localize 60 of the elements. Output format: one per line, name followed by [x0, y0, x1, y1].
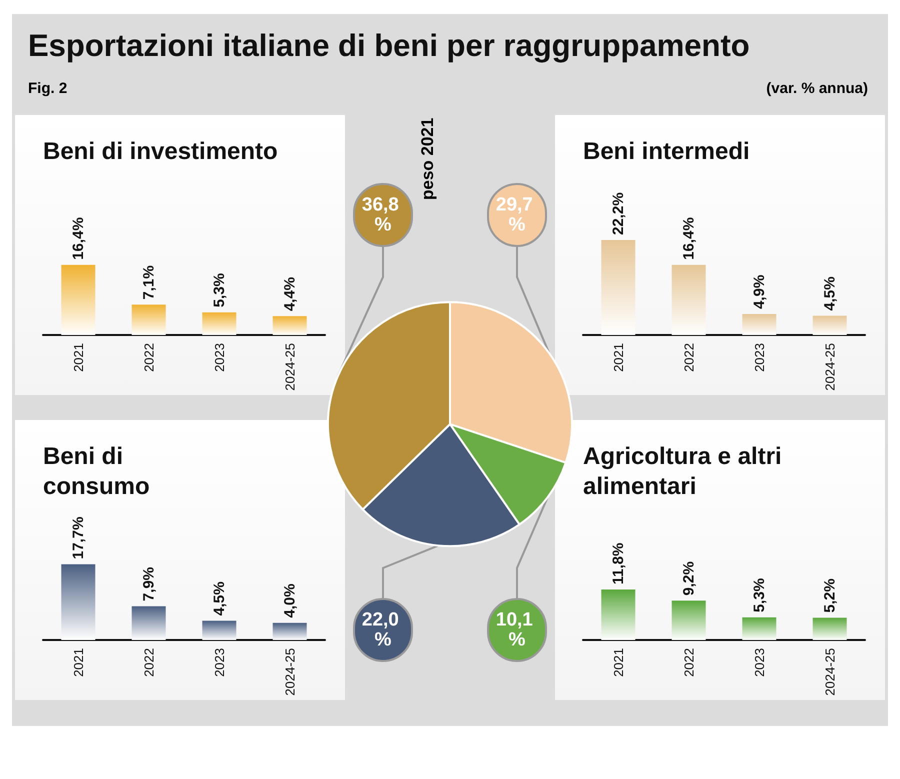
x-tick-label: 2024-25 [282, 343, 298, 391]
chart-title: Agricoltura e altri alimentari [583, 442, 783, 502]
bar [202, 620, 236, 640]
bar [812, 618, 847, 640]
x-tick-label: 2021 [610, 648, 626, 677]
data-label: 9,2% [680, 561, 698, 596]
bar [272, 622, 307, 640]
chart-title: Beni di investimento [43, 137, 279, 167]
data-label: 5,3% [210, 273, 228, 308]
data-label: 5,2% [821, 578, 838, 613]
data-label: 4,4% [281, 276, 298, 312]
bar [61, 264, 96, 335]
data-label: 22,2% [610, 192, 627, 235]
data-label: 4,5% [210, 582, 228, 616]
data-label: 10,1 % [496, 610, 538, 650]
chart-title: Beni di consumo [43, 442, 151, 502]
chart-title: peso 2021 [418, 118, 438, 200]
x-tick-label: 2022 [681, 343, 696, 372]
x-tick-label: 2021 [610, 343, 626, 372]
x-tick-label: 2023 [212, 648, 227, 677]
bar [601, 590, 636, 640]
data-label: 29,7 % [496, 194, 538, 236]
x-tick-label: 2024-25 [282, 648, 298, 696]
data-label: 5,3% [750, 578, 768, 612]
data-label: 22,0 % [362, 610, 404, 650]
bar [132, 606, 166, 640]
data-label: 17,7% [70, 516, 87, 560]
x-tick-label: 2021 [70, 343, 86, 372]
data-label: 11,8% [610, 542, 627, 585]
x-tick-label: 2022 [141, 648, 156, 677]
bar [672, 600, 706, 640]
bar [202, 312, 236, 335]
bar [672, 264, 706, 335]
data-label: 7,9% [140, 566, 158, 602]
data-label: 4,0% [281, 584, 298, 618]
bar [812, 316, 847, 335]
bar [132, 304, 166, 335]
data-label: 4,9% [750, 274, 768, 310]
data-label: 7,1% [140, 265, 158, 300]
text: (var. % annua) [766, 80, 868, 97]
text: Esportazioni italiane di beni per raggruppamento [28, 28, 750, 64]
chart-title: Beni intermedi [583, 137, 751, 167]
x-tick-label: 2022 [141, 343, 156, 372]
bar [742, 314, 776, 335]
x-tick-label: 2023 [752, 343, 767, 372]
data-label: 16,4% [680, 217, 698, 260]
data-label: 4,5% [821, 276, 838, 311]
data-label: 36,8 % [362, 194, 404, 236]
bar [742, 617, 776, 640]
x-tick-label: 2023 [752, 648, 767, 677]
x-tick-label: 2024-25 [822, 343, 838, 391]
x-tick-label: 2023 [212, 343, 227, 372]
caption: Fig. 2 [28, 80, 68, 97]
x-tick-label: 2021 [70, 648, 86, 677]
data-label: 16,4% [70, 217, 87, 260]
x-tick-label: 2022 [681, 648, 696, 677]
x-tick-label: 2024-25 [822, 648, 838, 696]
bar [61, 564, 96, 640]
bar [272, 316, 307, 335]
bar [601, 240, 636, 335]
